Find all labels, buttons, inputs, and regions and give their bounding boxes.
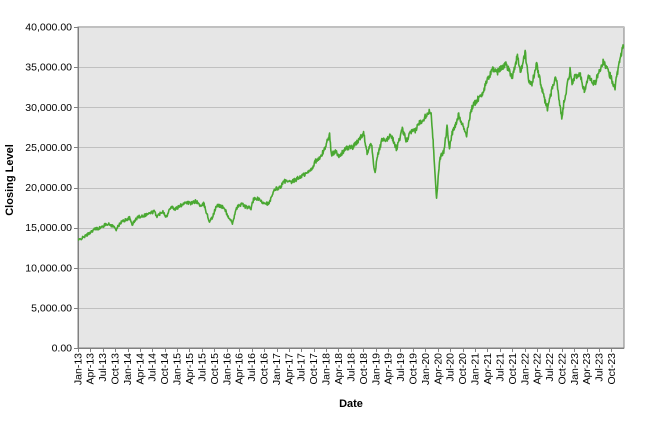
x-tick-label: Jul-14 <box>147 353 159 382</box>
x-tick-label: Apr-21 <box>482 353 494 385</box>
x-tick-label: Oct-17 <box>308 353 320 385</box>
x-tick-label: Jan-22 <box>519 353 531 385</box>
x-tick-label: Jan-23 <box>569 353 581 385</box>
x-tick-label: Jul-19 <box>395 353 407 382</box>
x-axis: Jan-13 Apr-13 Jul-13 Oct-13 Jan-14 Apr-14 Jul-… <box>73 348 624 385</box>
x-tick-label: Oct-14 <box>159 353 171 385</box>
y-tick-label: 20,000.00 <box>25 182 72 194</box>
y-tick-label: 25,000.00 <box>25 142 72 154</box>
x-tick-label: Jul-22 <box>544 353 556 382</box>
x-tick-label: Apr-16 <box>234 353 246 385</box>
x-tick-label: Apr-20 <box>432 353 444 385</box>
x-tick-label: Jan-17 <box>271 353 283 385</box>
x-tick-label: Apr-17 <box>283 353 295 385</box>
y-tick-label: 5,000.00 <box>31 302 72 314</box>
x-tick-label: Jan-18 <box>321 353 333 385</box>
x-tick-label: Jan-13 <box>73 353 85 385</box>
x-tick-label: Jul-23 <box>593 353 605 382</box>
x-tick-label: Jan-15 <box>172 353 184 385</box>
x-tick-label: Apr-19 <box>383 353 395 385</box>
y-tick-label: 35,000.00 <box>25 62 72 74</box>
x-tick-label: Apr-14 <box>134 353 146 385</box>
series-group <box>77 44 625 242</box>
series-line <box>77 44 625 242</box>
x-tick-label: Oct-13 <box>110 353 122 385</box>
x-tick-label: Jul-13 <box>97 353 109 382</box>
y-axis-title: Closing Level <box>4 144 16 216</box>
x-tick-label: Apr-22 <box>532 353 544 385</box>
x-tick-label: Oct-18 <box>358 353 370 385</box>
x-tick-label: Jul-18 <box>345 353 357 382</box>
x-tick-label: Oct-23 <box>606 353 618 385</box>
y-axis: 0.00 5,000.00 10,000.00 15,000.00 20,000.00 2… <box>25 22 79 355</box>
x-tick-label: Oct-19 <box>407 353 419 385</box>
x-tick-label: Oct-16 <box>259 353 271 385</box>
x-tick-label: Jan-14 <box>122 353 134 385</box>
x-tick-label: Jul-17 <box>296 353 308 382</box>
x-tick-label: Jan-20 <box>420 353 432 385</box>
x-tick-label: Jan-21 <box>470 353 482 385</box>
x-tick-label: Oct-21 <box>507 353 519 385</box>
x-tick-label: Jan-16 <box>221 353 233 385</box>
x-tick-label: Oct-22 <box>556 353 568 385</box>
plot-background <box>77 26 625 349</box>
x-axis-title: Date <box>339 398 363 410</box>
plot-area <box>77 26 625 349</box>
y-tick-label: 10,000.00 <box>25 262 72 274</box>
x-tick-label: Apr-15 <box>184 353 196 385</box>
x-tick-label: Jul-15 <box>196 353 208 382</box>
x-tick-label: Oct-20 <box>457 353 469 385</box>
y-tick-label: 30,000.00 <box>25 102 72 114</box>
y-tick-label: 15,000.00 <box>25 222 72 234</box>
x-tick-label: Jan-19 <box>370 353 382 385</box>
x-tick-label: Apr-13 <box>85 353 97 385</box>
y-tick-label: 0.00 <box>52 343 73 355</box>
x-tick-label: Apr-18 <box>333 353 345 385</box>
x-tick-label: Jul-16 <box>246 353 258 382</box>
x-tick-label: Jul-20 <box>445 353 457 382</box>
y-tick-label: 40,000.00 <box>25 22 72 34</box>
x-tick-label: Jul-21 <box>494 353 506 382</box>
x-tick-label: Apr-23 <box>581 353 593 385</box>
x-tick-label: Oct-15 <box>209 353 221 385</box>
